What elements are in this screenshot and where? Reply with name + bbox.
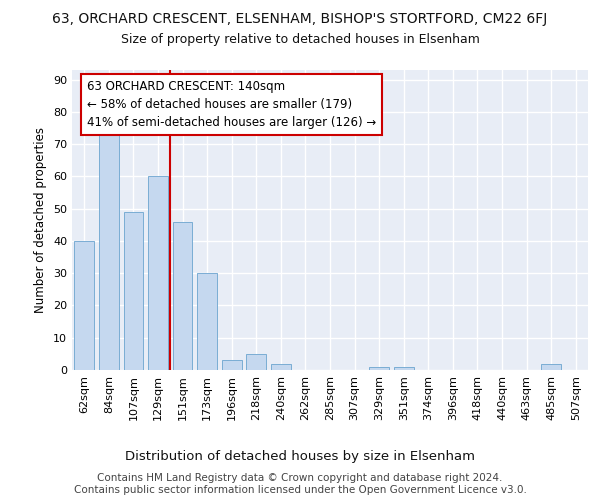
Bar (124, 212, 143, 370)
Text: Contains HM Land Registry data © Crown copyright and database right 2024.
Contai: Contains HM Land Registry data © Crown c… (74, 474, 526, 495)
Bar (173, 222, 193, 370)
Bar (541, 364, 561, 370)
Bar (370, 367, 389, 370)
Text: 63 ORCHARD CRESCENT: 140sqm
← 58% of detached houses are smaller (179)
41% of se: 63 ORCHARD CRESCENT: 140sqm ← 58% of det… (87, 80, 376, 128)
Bar (148, 176, 168, 370)
Text: Size of property relative to detached houses in Elsenham: Size of property relative to detached ho… (121, 32, 479, 46)
Bar (197, 273, 217, 370)
Bar (74, 241, 94, 370)
Y-axis label: Number of detached properties: Number of detached properties (34, 127, 47, 313)
Bar (271, 364, 290, 370)
Bar (247, 354, 266, 370)
Text: Distribution of detached houses by size in Elsenham: Distribution of detached houses by size … (125, 450, 475, 463)
Bar (99, 134, 119, 370)
Bar (222, 360, 242, 370)
Bar (394, 367, 413, 370)
Text: 63, ORCHARD CRESCENT, ELSENHAM, BISHOP'S STORTFORD, CM22 6FJ: 63, ORCHARD CRESCENT, ELSENHAM, BISHOP'S… (52, 12, 548, 26)
